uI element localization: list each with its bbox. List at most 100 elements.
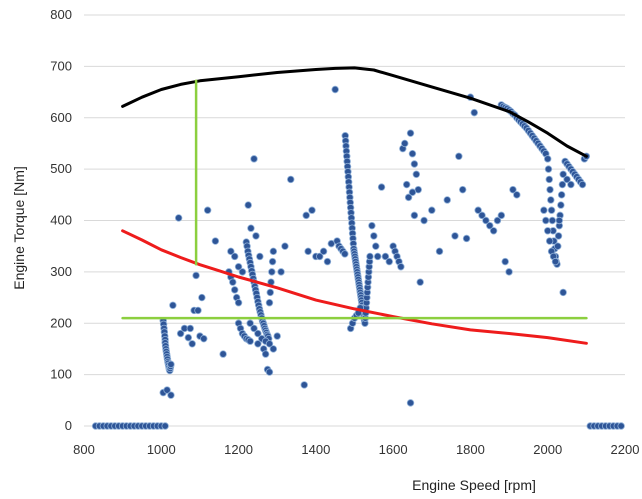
data-point [250, 155, 258, 163]
data-point [462, 234, 471, 243]
data-point [428, 206, 436, 214]
data-point [546, 185, 554, 194]
data-point [368, 221, 376, 230]
data-point [559, 170, 567, 178]
data-point [455, 152, 463, 160]
y-tick-label: 100 [50, 367, 72, 382]
data-point [246, 319, 254, 327]
data-point [323, 257, 332, 266]
data-point [497, 211, 506, 220]
data-point [377, 183, 386, 191]
data-point [366, 252, 374, 261]
data-point [316, 252, 324, 261]
data-point [266, 288, 274, 297]
data-point [373, 252, 382, 261]
data-point [229, 278, 237, 286]
data-point [408, 188, 417, 196]
data-point [244, 201, 252, 209]
y-tick-label: 700 [50, 58, 72, 73]
y-axis-title: Engine Torque [Nm] [11, 166, 27, 289]
data-point [401, 139, 409, 148]
data-point [545, 175, 553, 184]
x-tick-label: 1400 [301, 442, 330, 457]
data-point [188, 340, 196, 348]
data-point [410, 211, 419, 220]
data-point [227, 247, 235, 256]
y-tick-label: 0 [65, 418, 72, 433]
data-point [200, 334, 208, 343]
x-tick-label: 1600 [379, 442, 408, 457]
data-point [176, 329, 185, 338]
data-point [544, 227, 552, 235]
data-point [192, 271, 200, 280]
data-point [265, 368, 274, 376]
data-point [493, 216, 502, 225]
data-point [554, 232, 563, 240]
data-point [219, 350, 227, 358]
data-point [234, 299, 243, 307]
data-point [269, 345, 278, 353]
data-point [194, 306, 202, 315]
data-point [319, 247, 328, 256]
y-tick-label: 600 [50, 110, 72, 125]
data-point [341, 250, 349, 258]
data-point [331, 85, 339, 94]
data-point [256, 252, 264, 261]
overlay-lines [121, 66, 588, 345]
data-point [261, 350, 270, 358]
y-tick-label: 500 [50, 161, 72, 176]
data-point [547, 196, 555, 204]
data-point [408, 150, 417, 158]
data-points [91, 85, 625, 430]
data-point [404, 193, 413, 202]
x-tick-label: 2200 [611, 442, 640, 457]
data-point [381, 252, 390, 261]
data-point [304, 247, 312, 256]
data-point [211, 237, 220, 245]
data-point [273, 332, 281, 340]
data-point [547, 206, 556, 214]
data-point [198, 293, 206, 302]
data-point [474, 206, 482, 214]
data-point [231, 252, 239, 261]
data-point [385, 257, 393, 266]
data-point [161, 422, 169, 430]
data-point [617, 422, 625, 430]
data-point [268, 257, 277, 266]
data-point [186, 324, 194, 333]
data-point [470, 108, 478, 117]
data-point [184, 333, 193, 342]
data-point [557, 201, 565, 209]
data-point [397, 263, 405, 271]
data-point [300, 381, 308, 389]
data-point [412, 170, 421, 178]
data-point [402, 180, 411, 189]
data-point [287, 175, 295, 184]
data-point [548, 216, 557, 225]
data-point [268, 268, 276, 276]
data-point [551, 257, 560, 266]
data-point [372, 242, 380, 250]
data-point [281, 242, 289, 250]
x-axis-tick-labels: 800 1000 1200 1400 1600 1800 2000 2200 [73, 442, 639, 457]
data-point [167, 360, 175, 369]
data-point [478, 211, 486, 220]
y-tick-label: 400 [50, 213, 72, 228]
data-point [250, 324, 258, 333]
data-point [459, 185, 467, 194]
y-tick-label: 800 [50, 7, 72, 22]
x-tick-label: 2000 [533, 442, 562, 457]
y-axis-tick-labels: 0 100 200 300 400 500 600 700 800 [50, 7, 72, 433]
data-point [254, 340, 262, 348]
data-point [554, 242, 562, 250]
data-point [555, 216, 564, 225]
data-point [169, 301, 177, 309]
data-point [545, 237, 554, 245]
red-curve [121, 229, 588, 345]
data-point [451, 232, 459, 240]
data-point [443, 196, 451, 204]
data-point [544, 165, 553, 173]
data-point [269, 247, 278, 256]
data-point [558, 180, 567, 189]
